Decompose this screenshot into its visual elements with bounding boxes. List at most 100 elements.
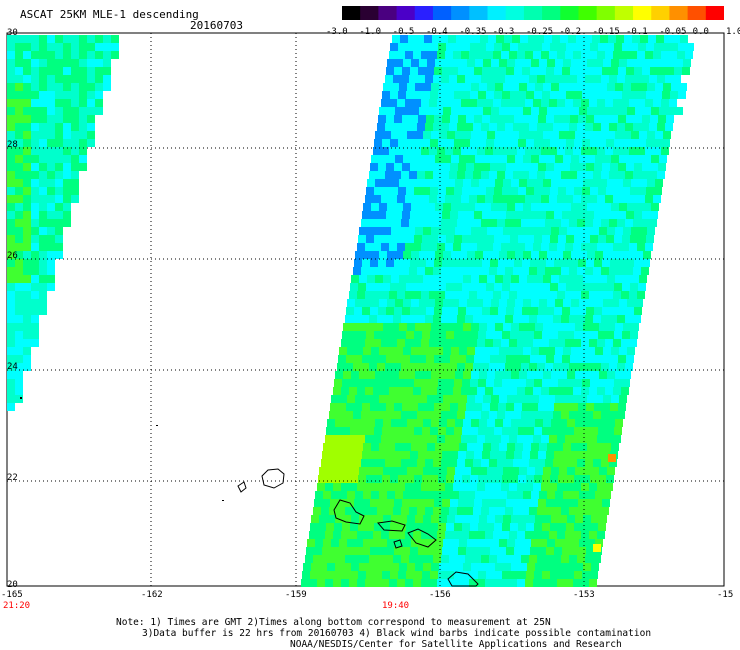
swath-cell [527, 515, 535, 523]
swath-cell [329, 507, 337, 515]
swath-cell [23, 315, 31, 323]
swath-cell [7, 51, 15, 59]
swath-cell [446, 523, 454, 531]
swath-cell [462, 427, 470, 435]
swath-cell [434, 211, 442, 219]
swath-cell [429, 387, 437, 395]
swath-cell [474, 403, 482, 411]
swath-cell [538, 259, 546, 267]
swath-cell [490, 499, 498, 507]
swath-cell [351, 275, 359, 283]
swath-cell [23, 203, 31, 211]
swath-cell [458, 307, 466, 315]
swath-cell [7, 203, 15, 211]
swath-cell [463, 515, 471, 523]
swath-cell [447, 323, 455, 331]
swath-cell [405, 291, 413, 299]
swath-cell [569, 507, 577, 515]
swath-cell [7, 315, 15, 323]
swath-cell [605, 147, 613, 155]
swath-cell [401, 219, 409, 227]
swath-cell [591, 227, 599, 235]
swath-cell [498, 499, 506, 507]
swath-cell [31, 107, 39, 115]
swath-cell [350, 331, 358, 339]
swath-cell [589, 531, 597, 539]
swath-cell [55, 107, 63, 115]
swath-cell [570, 403, 578, 411]
swath-cell [31, 251, 39, 259]
swath-cell [398, 379, 406, 387]
swath-cell [415, 515, 423, 523]
swath-cell [23, 83, 31, 91]
swath-cell [603, 107, 611, 115]
swath-cell [621, 195, 629, 203]
swath-cell [366, 283, 374, 291]
swath-cell [418, 499, 426, 507]
swath-cell [594, 355, 602, 363]
swath-cell [518, 379, 526, 387]
swath-cell [333, 483, 341, 491]
swath-cell [329, 459, 337, 467]
swath-cell [445, 51, 453, 59]
swath-cell [637, 51, 645, 59]
swath-cell [517, 51, 525, 59]
swath-cell [413, 579, 421, 587]
swath-cell [327, 419, 335, 427]
swath-cell [499, 491, 507, 499]
swath-cell [535, 467, 543, 475]
swath-cell [370, 163, 378, 171]
swath-cell [485, 147, 493, 155]
island-hawaii [447, 571, 479, 587]
swath-cell [483, 443, 491, 451]
swath-cell [471, 227, 479, 235]
swath-cell [521, 267, 529, 275]
swath-cell [619, 59, 627, 67]
swath-cell [375, 467, 383, 475]
swath-cell [471, 563, 479, 571]
note-line-2: 3)Data buffer is 22 hrs from 20160703 4)… [142, 628, 652, 639]
swath-cell [415, 275, 423, 283]
swath-cell [526, 475, 534, 483]
swath-cell [393, 411, 401, 419]
swath-cell [15, 283, 23, 291]
swath-cell [395, 395, 403, 403]
swath-cell [517, 387, 525, 395]
swath-cell [474, 67, 482, 75]
swath-cell [421, 339, 429, 347]
swath-cell [366, 187, 374, 195]
swath-cell [463, 467, 471, 475]
swath-cell [634, 307, 642, 315]
swath-cell [550, 571, 558, 579]
swath-cell [579, 395, 587, 403]
swath-cell [611, 395, 619, 403]
swath-cell [451, 299, 459, 307]
swath-cell [31, 147, 39, 155]
swath-cell [491, 203, 499, 211]
swath-cell [353, 267, 361, 275]
swath-cell [31, 99, 39, 107]
swath-cell [609, 75, 617, 83]
swath-cell [599, 227, 607, 235]
swath-cell [346, 547, 354, 555]
swath-cell [567, 467, 575, 475]
swath-cell [7, 195, 15, 203]
swath-cell [95, 51, 103, 59]
swath-cell [483, 203, 491, 211]
swath-cell [15, 107, 23, 115]
swath-cell [367, 467, 375, 475]
swath-cell [477, 243, 485, 251]
swath-cell [467, 155, 475, 163]
swath-cell [419, 107, 427, 115]
swath-cell [577, 219, 585, 227]
swath-cell [23, 195, 31, 203]
swath-cell [441, 459, 449, 467]
swath-cell [587, 395, 595, 403]
swath-cell [55, 131, 63, 139]
swath-cell [15, 323, 23, 331]
swath-cell [442, 259, 450, 267]
swath-cell [585, 123, 593, 131]
swath-cell [7, 59, 15, 67]
swath-cell [55, 155, 63, 163]
swath-cell [407, 515, 415, 523]
